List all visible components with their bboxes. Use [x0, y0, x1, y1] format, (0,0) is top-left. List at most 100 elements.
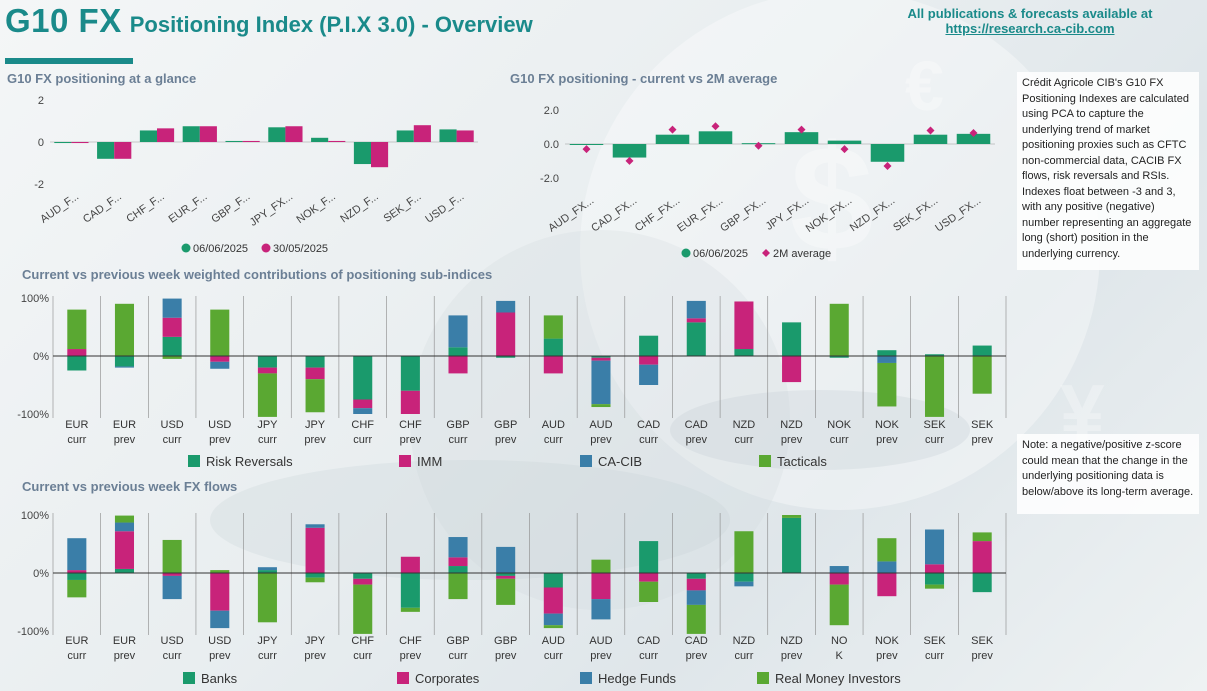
stacked-bar-segment	[210, 356, 230, 362]
x-tick-label: prev	[495, 650, 517, 662]
flows-chart: 100% 0% -100% EUR curr EUR prev USD curr USD prev J…	[17, 510, 1007, 686]
stacked-bar-segment	[448, 356, 468, 374]
stacked-bar-segment	[114, 366, 135, 368]
stacked-bar-segment	[496, 575, 516, 579]
x-tick-label: prev	[209, 434, 231, 446]
stacked-bar-segment	[877, 538, 897, 562]
x-tick-label: EUR_F...	[167, 191, 210, 226]
stacked-bar-segment	[829, 356, 849, 358]
legend-swatch	[399, 455, 411, 467]
stacked-bar-segment	[162, 298, 182, 318]
x-tick-label: prev	[686, 650, 708, 662]
x-tick-label: NOK	[875, 419, 900, 431]
publications-link[interactable]: https://research.ca-cib.com	[945, 21, 1115, 36]
stacked-bar-segment	[782, 356, 802, 383]
x-tick-label: GBP	[494, 635, 517, 647]
stacked-bar-segment	[972, 541, 992, 573]
stacked-bar-segment	[543, 625, 563, 629]
y-tick-label: -100%	[17, 626, 49, 638]
x-tick-label: NZD	[780, 635, 803, 647]
x-tick-label: prev	[304, 650, 326, 662]
y-tick-label: 2	[38, 95, 44, 107]
stacked-bar-segment	[924, 529, 945, 565]
stacked-bar-segment	[972, 532, 992, 542]
marker-point	[926, 126, 935, 135]
bar	[396, 130, 414, 142]
x-tick-label: GBP_FX...	[718, 195, 768, 235]
stacked-bar-segment	[448, 557, 468, 567]
x-tick-label: CHF	[351, 419, 374, 431]
x-tick-label: curr	[258, 650, 277, 662]
stacked-bar-segment	[877, 362, 897, 407]
marker-point	[969, 129, 978, 137]
y-tick-label: 0%	[33, 568, 49, 580]
stacked-bar-segment	[734, 531, 754, 573]
stacked-bar-segment	[639, 335, 659, 356]
bar	[698, 131, 733, 144]
stacked-bar-segment	[639, 364, 659, 385]
stacked-bar-segment	[591, 360, 611, 405]
x-tick-label: EUR_FX...	[675, 195, 725, 235]
stacked-bar-segment	[829, 303, 849, 356]
bar	[913, 134, 948, 144]
title-underline-bar	[5, 58, 133, 64]
y-tick-label: 0.0	[544, 139, 559, 151]
stacked-bar-segment	[257, 373, 277, 417]
x-tick-label: curr	[67, 434, 86, 446]
x-tick-label: prev	[400, 650, 422, 662]
stacked-bar-segment	[162, 356, 182, 359]
legend-label: Hedge Funds	[598, 671, 677, 686]
x-tick-label: curr	[639, 434, 658, 446]
x-tick-label: prev	[876, 434, 898, 446]
stacked-bar-segment	[400, 607, 420, 612]
stacked-bar-segment	[162, 539, 182, 573]
stacked-bar-segment	[972, 573, 992, 593]
legend-marker	[681, 248, 691, 258]
x-tick-label: curr	[925, 434, 944, 446]
bar	[655, 134, 690, 144]
stacked-bar-segment	[353, 578, 373, 585]
stacked-bar-segment	[67, 309, 87, 350]
stacked-bar-segment	[305, 524, 325, 528]
stacked-bar-segment	[305, 527, 325, 573]
stacked-bar-segment	[877, 561, 897, 573]
stacked-bar-segment	[114, 515, 135, 523]
x-tick-label: SEK_FX...	[891, 195, 940, 234]
bar	[827, 140, 862, 144]
stacked-bar-segment	[639, 573, 659, 582]
bar	[612, 144, 647, 158]
bar	[956, 133, 991, 144]
x-tick-label: prev	[781, 650, 803, 662]
x-tick-label: NOK_FX...	[804, 195, 854, 235]
x-tick-label: USD	[161, 635, 184, 647]
stacked-bar-segment	[400, 573, 420, 608]
stacked-bar-segment	[591, 573, 611, 600]
stacked-bar-segment	[67, 570, 87, 573]
x-tick-label: curr	[830, 434, 849, 446]
legend-swatch	[759, 455, 771, 467]
bar	[569, 144, 604, 145]
bar	[182, 126, 200, 142]
stacked-bar-segment	[448, 315, 468, 348]
stacked-bar-segment	[448, 573, 468, 600]
legend-swatch	[580, 455, 592, 467]
x-tick-label: prev	[686, 434, 708, 446]
stacked-bar-segment	[353, 573, 373, 579]
stacked-bar-segment	[686, 573, 706, 579]
legend-label: 2M average	[773, 248, 831, 260]
stacked-bar-segment	[639, 581, 659, 602]
x-tick-label: SEK	[971, 419, 994, 431]
x-tick-label: prev	[590, 434, 612, 446]
x-tick-label: K	[836, 650, 844, 662]
stacked-bar-segment	[400, 556, 420, 573]
x-tick-label: USD	[208, 635, 231, 647]
stacked-bar-segment	[496, 300, 516, 313]
legend-label: 30/05/2025	[273, 243, 328, 255]
marker-point	[883, 162, 892, 170]
bar	[413, 125, 431, 142]
x-tick-label: JPY_FX...	[248, 191, 295, 229]
stacked-bar-segment	[67, 579, 87, 598]
stacked-bar-segment	[67, 573, 87, 580]
x-tick-label: AUD_FX...	[546, 195, 596, 235]
x-tick-label: curr	[163, 434, 182, 446]
